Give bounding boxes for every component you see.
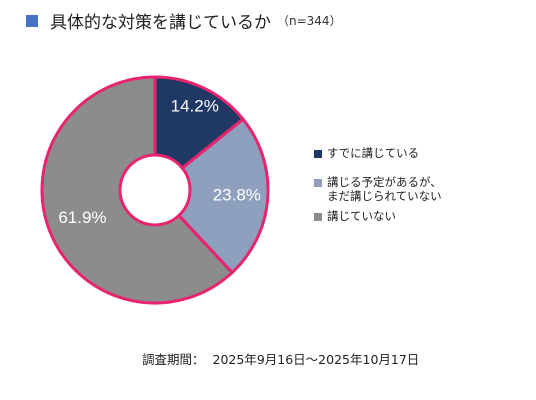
survey-period-value: 2025年9月16日～2025年10月17日 <box>212 352 420 367</box>
survey-period: 調査期間： 2025年9月16日～2025年10月17日 <box>142 349 419 368</box>
legend-swatch-already <box>314 150 322 158</box>
legend-item-none: 講じていない <box>314 209 524 223</box>
survey-period-label: 調査期間： <box>142 352 205 367</box>
data-label-already: 14.2% <box>171 97 219 116</box>
data-label-planned: 23.8% <box>213 185 261 204</box>
legend-item-already: すでに講じている <box>314 146 524 160</box>
legend-swatch-none <box>314 213 322 221</box>
slice-highlight-already <box>153 75 246 171</box>
title-marker <box>26 14 38 27</box>
legend-label-none: 講じていない <box>327 209 396 223</box>
chart-title: 具体的な対策を講じているか <box>50 13 271 33</box>
legend-label-planned: 講じる予定があるが、 まだ講じられていない <box>327 175 442 203</box>
legend-swatch-planned <box>314 179 322 187</box>
chart-legend: すでに講じている 講じる予定があるが、 まだ講じられていない 講じていない <box>314 146 524 238</box>
legend-label-already: すでに講じている <box>327 146 420 160</box>
chart-sample-size: （n=344） <box>277 14 342 28</box>
legend-item-planned: 講じる予定があるが、 まだ講じられていない <box>314 175 524 203</box>
chart-title-row: 具体的な対策を講じているか （n=344） <box>26 8 342 33</box>
data-label-none: 61.9% <box>58 208 106 227</box>
slice-highlight-planned <box>176 117 270 275</box>
slice-highlight-none <box>40 75 235 305</box>
